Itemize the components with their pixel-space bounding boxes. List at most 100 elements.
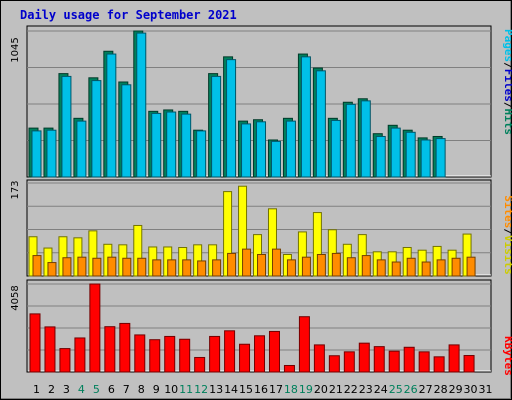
kbytes-panel-ymax-label: 4058	[10, 285, 21, 310]
bar-kbytes-day-25	[388, 350, 400, 373]
bar-sites-day-24	[376, 259, 386, 277]
bar-sites-day-10	[167, 259, 177, 277]
visits-panel-legend: Sites/Visits	[502, 195, 512, 275]
bar-kbytes-day-29	[448, 344, 460, 373]
legend-visits: Visits	[502, 235, 512, 275]
bar-sites-day-17	[271, 248, 281, 277]
x-tick-label-14: 14	[224, 383, 238, 396]
bar-kbytes-day-12	[194, 356, 206, 373]
bar-sites-day-30	[466, 256, 476, 277]
x-tick-label-8: 8	[138, 383, 145, 396]
bar-sites-day-20	[316, 253, 326, 277]
bar-sites-day-22	[346, 257, 356, 277]
x-tick-label-9: 9	[153, 383, 160, 396]
bar-files-day-3	[61, 75, 72, 178]
bar-kbytes-day-27	[418, 351, 430, 373]
bar-files-day-11	[181, 113, 192, 178]
x-tick-label-26: 26	[404, 383, 418, 396]
bar-sites-day-8	[137, 257, 147, 277]
bar-files-day-4	[76, 120, 87, 178]
bar-files-day-9	[151, 112, 162, 178]
x-tick-label-29: 29	[449, 383, 463, 396]
bar-files-day-17	[270, 140, 281, 178]
bar-kbytes-day-18	[283, 364, 295, 373]
legend-pages: Pages	[502, 29, 512, 62]
bar-sites-day-5	[92, 257, 102, 277]
x-tick-label-2: 2	[48, 383, 55, 396]
visits-panel-ymax-label: 173	[10, 180, 21, 199]
x-tick-label-15: 15	[239, 383, 253, 396]
x-tick-label-3: 3	[63, 383, 70, 396]
chart-title: Daily usage for September 2021	[20, 8, 237, 22]
bar-files-day-13	[211, 75, 222, 178]
x-tick-label-5: 5	[93, 383, 100, 396]
bar-files-day-20	[315, 70, 326, 178]
bar-sites-day-21	[331, 252, 341, 277]
x-tick-label-10: 10	[164, 383, 178, 396]
bar-files-day-2	[46, 129, 57, 178]
bar-sites-day-25	[391, 261, 401, 277]
bar-kbytes-day-8	[134, 334, 146, 373]
bar-files-day-25	[390, 127, 401, 178]
bar-kbytes-day-11	[179, 338, 191, 373]
bar-kbytes-day-2	[44, 326, 56, 373]
bar-sites-day-9	[152, 259, 162, 277]
bar-files-day-23	[360, 100, 371, 178]
bar-kbytes-day-9	[149, 339, 161, 373]
bar-files-day-28	[435, 138, 446, 178]
bar-sites-day-16	[257, 253, 267, 277]
x-tick-label-13: 13	[209, 383, 223, 396]
bar-kbytes-day-15	[239, 343, 251, 373]
bar-kbytes-day-1	[29, 313, 41, 373]
hits-panel-legend: Pages/Files/Hits	[502, 29, 512, 135]
bar-kbytes-day-24	[373, 346, 385, 373]
x-tick-label-6: 6	[108, 383, 115, 396]
bar-kbytes-day-23	[358, 342, 370, 373]
x-tick-label-25: 25	[389, 383, 403, 396]
bar-sites-day-14	[227, 252, 237, 277]
bar-sites-day-29	[451, 257, 461, 277]
bar-kbytes-day-17	[268, 330, 280, 373]
bar-files-day-1	[31, 130, 42, 178]
bar-files-day-14	[226, 59, 237, 178]
bar-files-day-8	[136, 32, 147, 178]
x-tick-label-17: 17	[269, 383, 283, 396]
legend-files: Files	[502, 69, 512, 102]
bar-files-day-22	[345, 103, 356, 178]
bar-sites-day-4	[77, 256, 87, 277]
bar-kbytes-day-6	[104, 326, 116, 373]
bar-kbytes-day-5	[89, 283, 101, 373]
bar-sites-day-6	[107, 256, 117, 277]
x-tick-label-11: 11	[179, 383, 193, 396]
bar-kbytes-day-21	[328, 355, 340, 373]
chart-bars	[28, 30, 476, 373]
bar-files-day-27	[420, 139, 431, 178]
bar-sites-day-18	[286, 259, 296, 277]
bar-kbytes-day-16	[254, 335, 266, 373]
bar-sites-day-1	[32, 255, 42, 277]
x-tick-label-24: 24	[374, 383, 388, 396]
bar-files-day-16	[256, 121, 267, 178]
bar-sites-day-11	[182, 259, 192, 277]
bar-kbytes-day-10	[164, 335, 176, 373]
bar-files-day-26	[405, 131, 416, 178]
x-tick-label-30: 30	[464, 383, 478, 396]
bar-kbytes-day-30	[463, 355, 475, 373]
bar-files-day-6	[106, 53, 117, 178]
bar-files-day-7	[121, 84, 132, 178]
bar-sites-day-7	[122, 257, 132, 277]
x-tick-label-7: 7	[123, 383, 130, 396]
x-tick-label-23: 23	[359, 383, 373, 396]
x-tick-label-18: 18	[284, 383, 298, 396]
bar-sites-day-3	[62, 257, 72, 277]
x-axis-labels: 1 2 3 4 5 6 7 8 9 10 11 12 13 14 15 16 17 18 19 20 21 22 23 24 2…	[33, 383, 493, 396]
kbytes-panel-legend: KBytes	[502, 336, 512, 376]
bar-files-day-15	[241, 123, 252, 178]
x-tick-label-20: 20	[314, 383, 328, 396]
x-tick-label-27: 27	[419, 383, 433, 396]
x-tick-label-28: 28	[434, 383, 448, 396]
x-tick-label-1: 1	[33, 383, 40, 396]
x-tick-label-16: 16	[254, 383, 268, 396]
bar-files-day-18	[285, 120, 296, 178]
